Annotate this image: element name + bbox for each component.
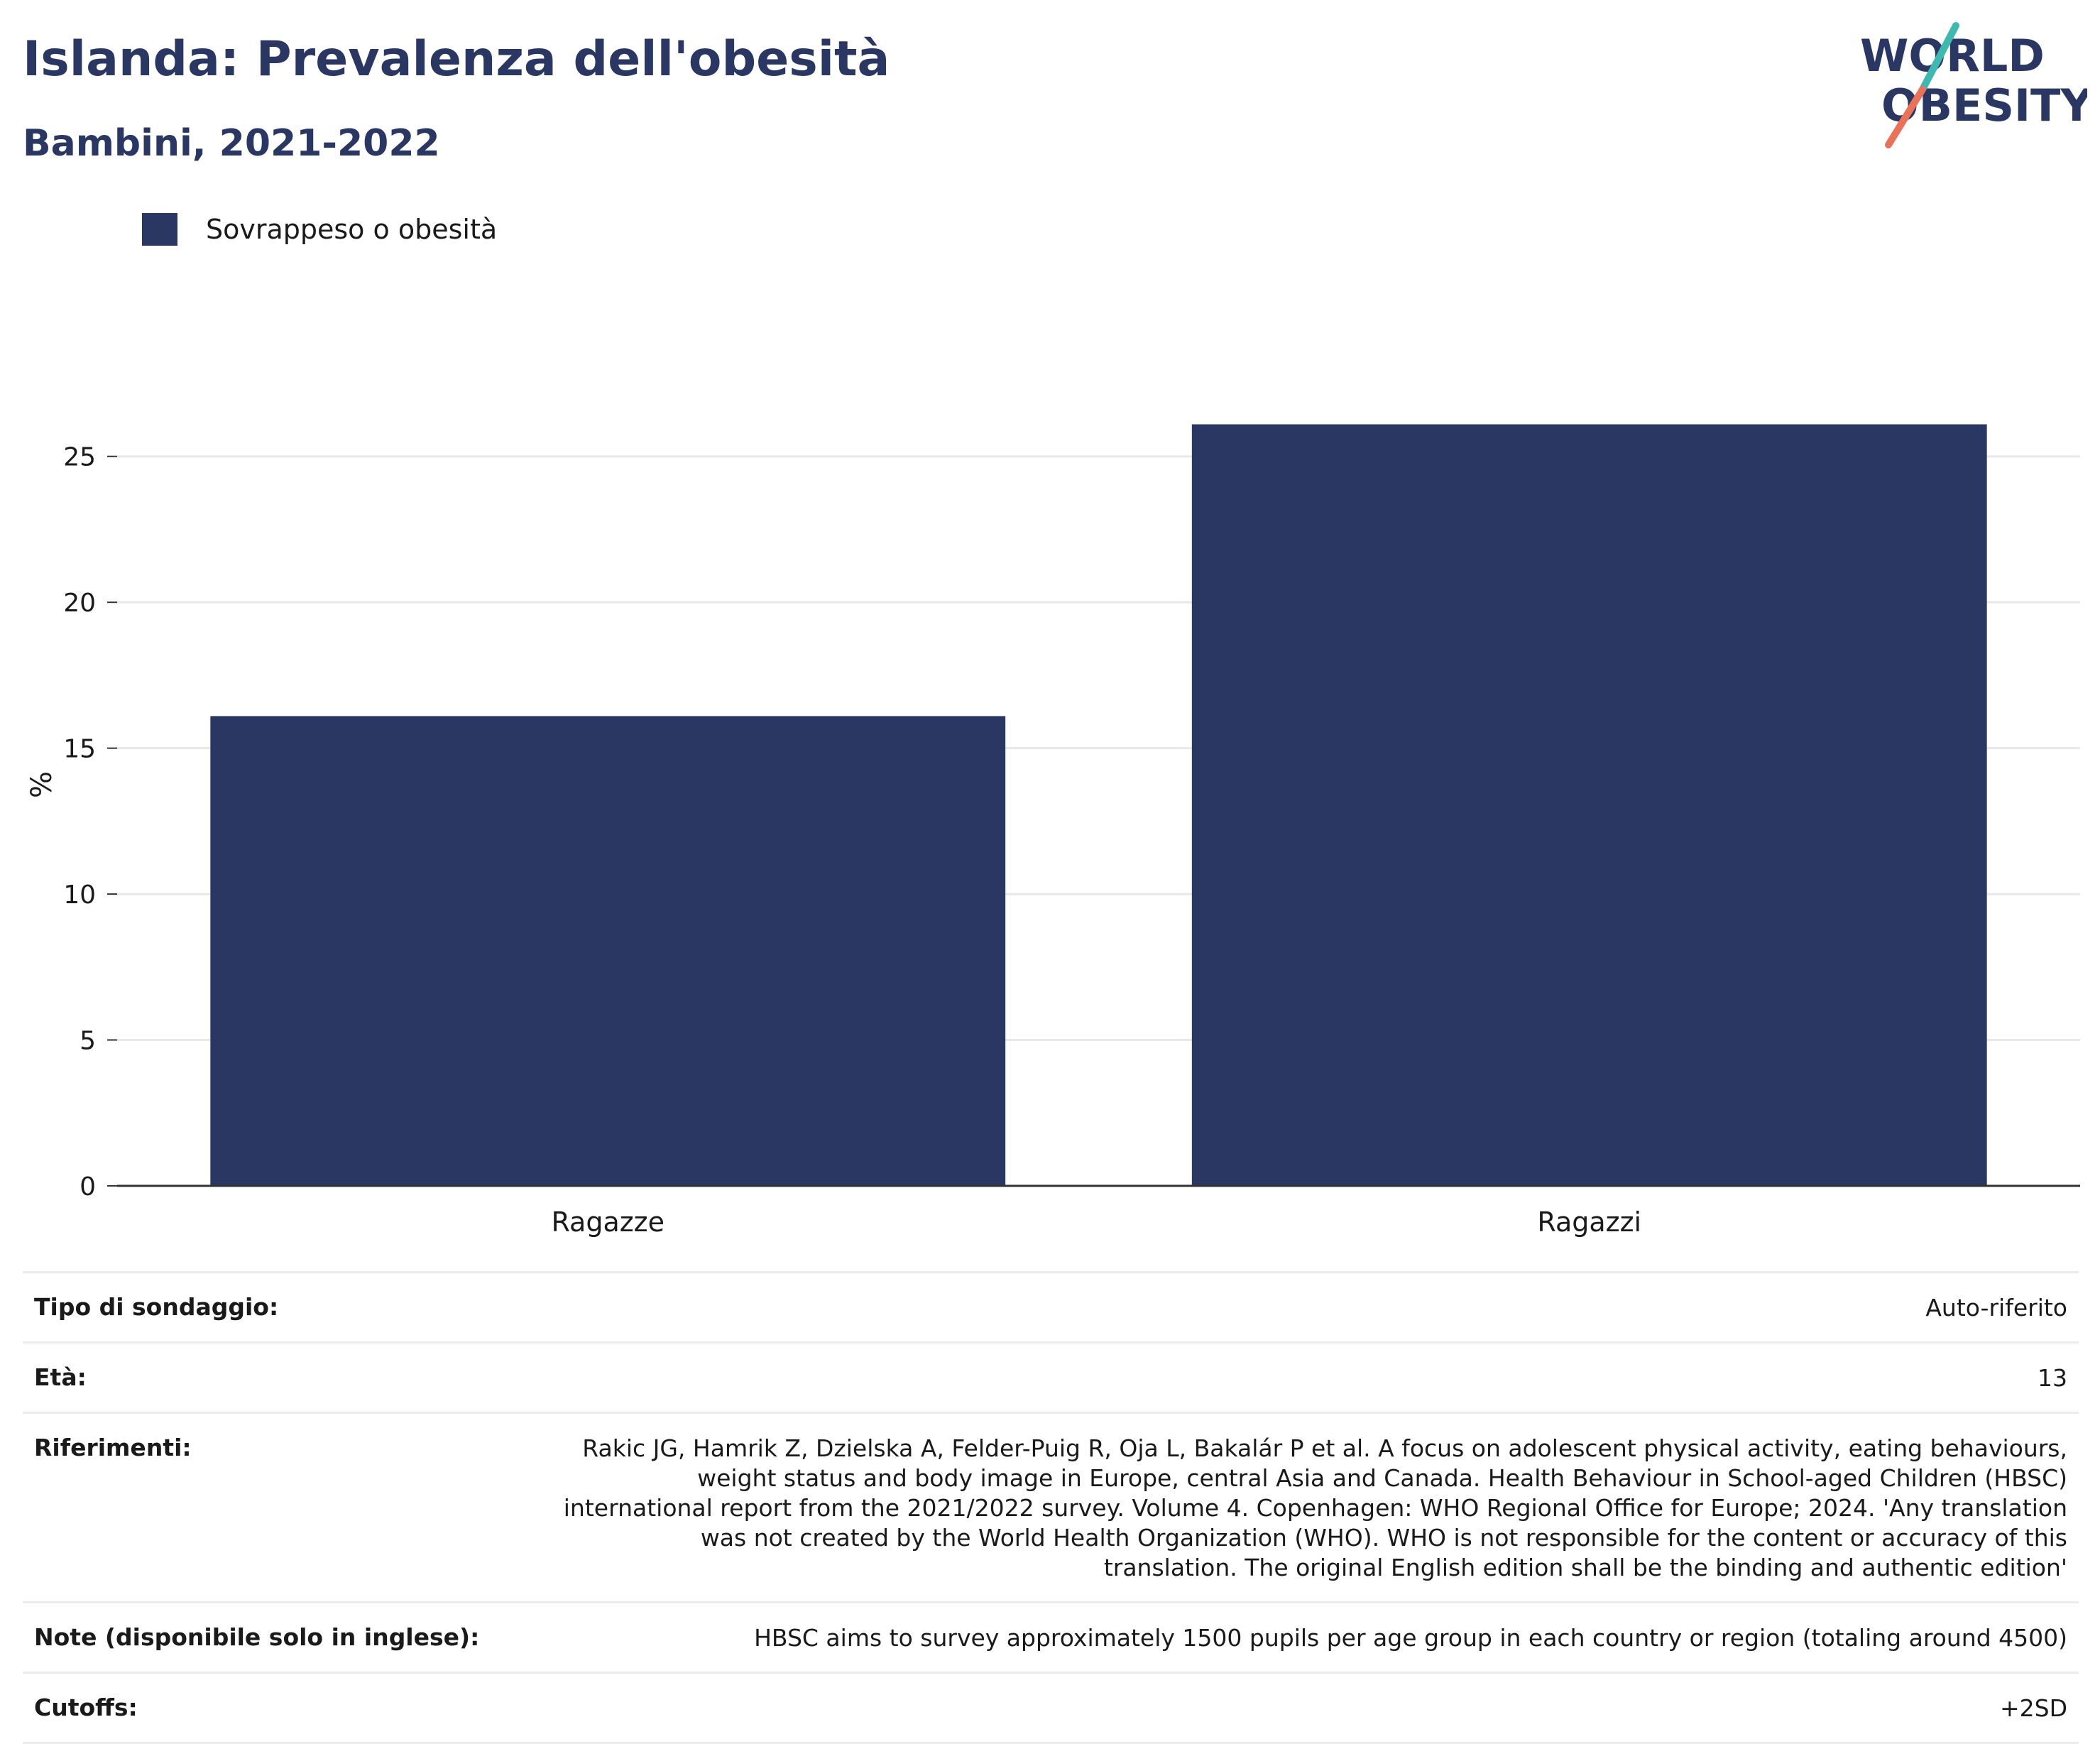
x-tick-label: Ragazzi: [1537, 1206, 1641, 1238]
page-title: Islanda: Prevalenza dell'obesità: [23, 31, 890, 87]
metadata-value: 13: [2038, 1364, 2067, 1392]
metadata-value: Auto-riferito: [1925, 1294, 2067, 1321]
metadata-value: +2SD: [1999, 1694, 2067, 1722]
metadata-row: Cutoffs: +2SD: [23, 1672, 2079, 1744]
legend-label: Sovrappeso o obesità: [206, 214, 498, 245]
y-tick-label: 5: [80, 1027, 96, 1056]
bar: [1191, 424, 1987, 1186]
metadata-row: Riferimenti: Rakic JG, Hamrik Z, Dzielska…: [23, 1412, 2079, 1601]
metadata-key: Note (disponibile solo in inglese):: [34, 1623, 480, 1651]
logo-slash-bottom: [1885, 86, 1926, 148]
metadata-key: Età:: [34, 1363, 87, 1391]
metadata-row: Note (disponibile solo in inglese): HBSC …: [23, 1601, 2079, 1672]
y-axis-label: %: [26, 771, 58, 798]
metadata-key: Riferimenti:: [34, 1434, 192, 1461]
page-subtitle: Bambini, 2021-2022: [23, 122, 440, 165]
logo-slash-top: [1919, 22, 1959, 93]
y-tick-label: 0: [80, 1172, 96, 1201]
y-tick-label: 25: [63, 443, 96, 472]
chart-legend: Sovrappeso o obesità: [142, 213, 497, 246]
y-tick-label: 10: [63, 881, 96, 910]
metadata-table: Tipo di sondaggio: Auto-riferito Età: 13 Rif…: [23, 1271, 2079, 1744]
world-obesity-logo: WORLD OBESITY: [1860, 22, 2087, 148]
x-tick-label: Ragazze: [551, 1206, 665, 1238]
bar-chart: 0 5 10 15 20 25% Ragazze Ragazzi: [26, 424, 2080, 1238]
metadata-key: Cutoffs:: [34, 1694, 138, 1721]
legend-swatch: [142, 213, 177, 246]
bar: [210, 716, 1006, 1186]
metadata-key: Tipo di sondaggio:: [34, 1293, 279, 1321]
y-tick-label: 15: [63, 735, 96, 764]
y-tick-label: 20: [63, 589, 96, 618]
metadata-row: Tipo di sondaggio: Auto-riferito: [23, 1271, 2079, 1341]
metadata-value: HBSC aims to survey approximately 1500 p…: [754, 1624, 2067, 1652]
metadata-row: Età: 13: [23, 1341, 2079, 1412]
metadata-value: Rakic JG, Hamrik Z, Dzielska A, Felder-P…: [563, 1434, 2067, 1581]
